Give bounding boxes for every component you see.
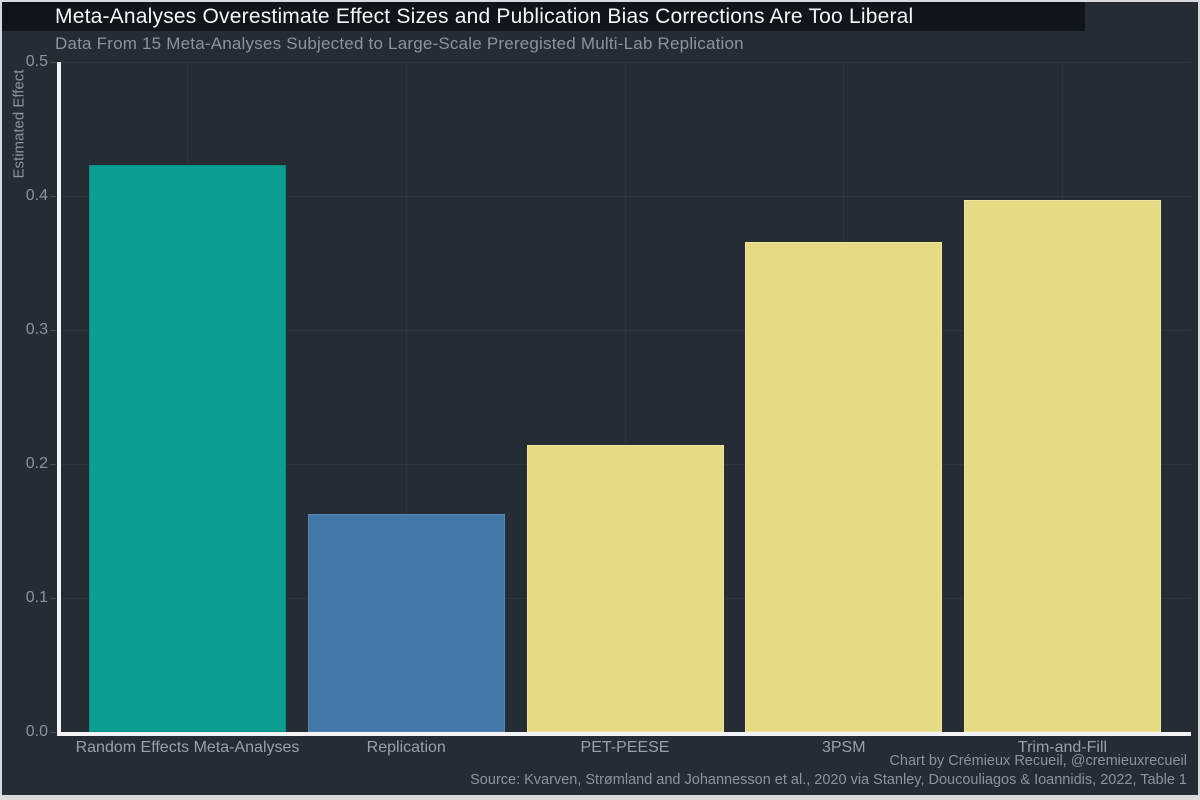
- chart-subtitle: Data From 15 Meta-Analyses Subjected to …: [55, 34, 744, 53]
- y-axis-line: [57, 62, 61, 736]
- x-tick-label-3: PET-PEESE: [580, 739, 670, 756]
- y-tick-mark-0.1: [50, 597, 56, 599]
- x-tick-label-5: Trim-and-Fill: [1017, 739, 1108, 756]
- y-tick-mark-0.5: [50, 61, 56, 63]
- bar-3psm: [745, 241, 943, 732]
- title-band: Meta-Analyses Overestimate Effect Sizes …: [2, 2, 1085, 31]
- bar-pet-peese: [526, 445, 724, 732]
- y-tick-mark-0.3: [50, 329, 56, 331]
- gridline-v-3: [624, 62, 626, 732]
- source-line: Source: Kvarven, Strømland and Johanness…: [470, 772, 1187, 788]
- x-tick-label-4: 3PSM: [821, 739, 866, 756]
- x-tick-label-1: Random Effects Meta-Analyses: [75, 739, 300, 756]
- bar-replication: [307, 513, 505, 732]
- gridline-h-0.4: [58, 195, 1191, 197]
- y-tick-mark-0.0: [50, 731, 56, 733]
- bar-trim-and-fill: [964, 200, 1161, 732]
- y-tick-mark-0.4: [50, 195, 56, 197]
- y-tick-label-0.5: 0.5: [25, 53, 48, 70]
- x-tick-label-2: Replication: [366, 739, 446, 756]
- gridline-v-2: [405, 62, 407, 732]
- bar-random-effects-meta-analyses: [89, 165, 286, 732]
- y-tick-label-0.1: 0.1: [25, 589, 48, 606]
- y-tick-mark-0.2: [50, 463, 56, 465]
- gridline-h-0.5: [58, 61, 1191, 63]
- y-tick-label-0.4: 0.4: [25, 187, 48, 204]
- x-axis-line: [57, 732, 1191, 736]
- chart-title: Meta-Analyses Overestimate Effect Sizes …: [55, 4, 914, 28]
- y-tick-label-0.0: 0.0: [25, 723, 48, 740]
- credit-line: Chart by Crémieux Recueil, @cremieuxrecu…: [889, 753, 1187, 769]
- gridline-h-0.3: [58, 329, 1191, 331]
- y-tick-label-0.2: 0.2: [25, 455, 48, 472]
- y-tick-label-0.3: 0.3: [25, 321, 48, 338]
